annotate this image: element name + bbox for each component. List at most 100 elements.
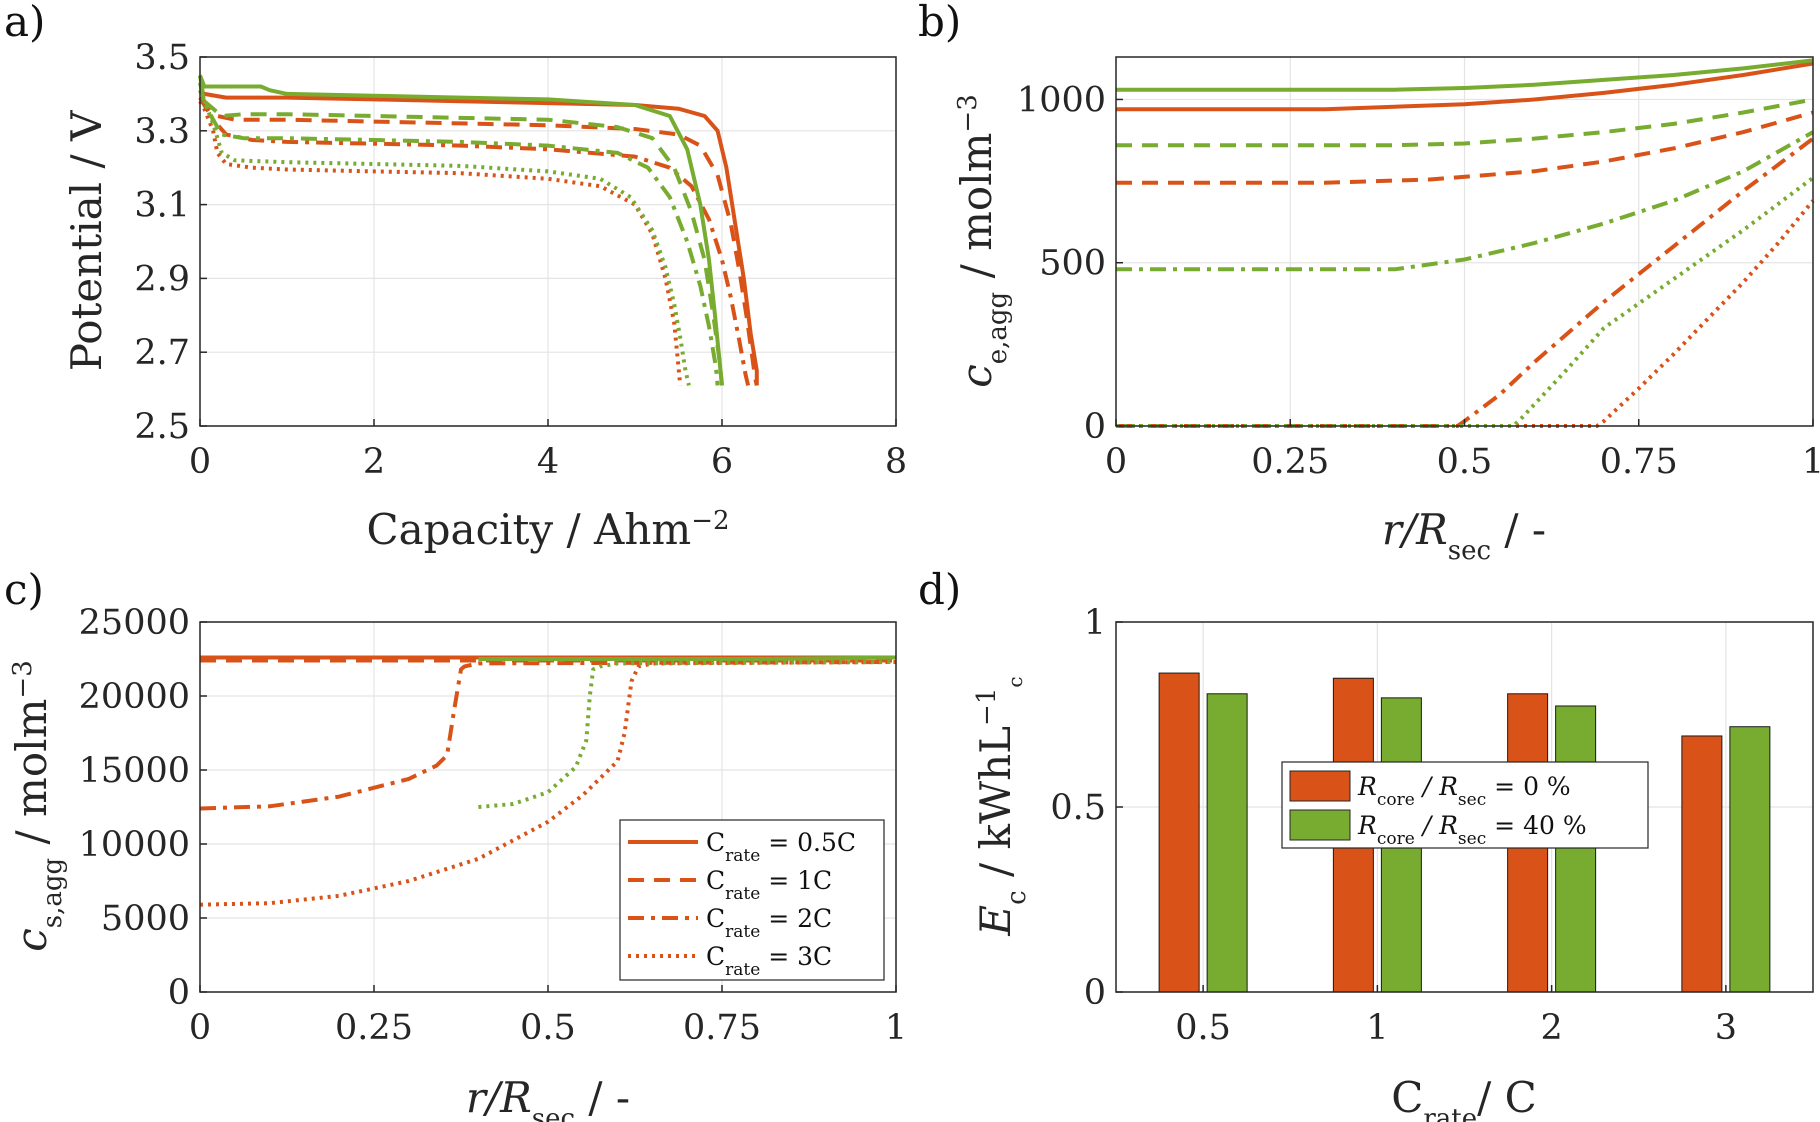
series-line-orange-dashed (1116, 110, 1814, 185)
series-line-orange-solid (1116, 61, 1814, 112)
y-tick-label: 0 (1084, 407, 1106, 447)
series-line-green-solid (1116, 58, 1814, 92)
series-line-orange-solid (198, 88, 759, 386)
bar-green-3 (1729, 726, 1771, 993)
y-tick-label: 25000 (79, 603, 190, 643)
y-tick-label: 3.1 (134, 186, 190, 226)
y-tick-label: 0 (168, 973, 190, 1013)
series-line-orange-dashdot (1116, 137, 1815, 428)
x-tick-label: 0.5 (1175, 1008, 1231, 1048)
legend-label-2c: Crate = 2C (706, 904, 832, 942)
series-line-green-dashdot (1116, 130, 1814, 272)
legend-label-core-40: Rcore / Rsec = 40 % (1357, 811, 1587, 849)
y-tick-label: 15000 (79, 751, 190, 791)
x-tick-label: 0 (189, 442, 211, 482)
y-tick-label: 3.5 (134, 38, 190, 78)
series-line-orange-dotted (198, 100, 683, 386)
panel-a-y-ticks: 2.5 2.7 2.9 3.1 3.3 3.5 (134, 38, 207, 447)
panel-d-y-ticks: 00.51 (1050, 603, 1123, 1013)
panel-d-legend: Rcore / Rsec = 0 % Rcore / Rsec = 40 % (1281, 761, 1649, 849)
series-line-green-dotted (198, 89, 691, 386)
x-tick-label: 2 (1540, 1008, 1562, 1048)
panel-c-y-ticks: 0 5000 10000 15000 20000 25000 (79, 603, 207, 1013)
legend-label-1c: Crate = 1C (706, 866, 832, 904)
panel-c: c) 0 0.25 0.5 0.75 1 0 5000 10000 15000 20000 250… (4, 565, 907, 1122)
panel-b-y-ticks: 0 500 1000 (1017, 80, 1123, 447)
panel-c-lines (199, 655, 897, 907)
panel-d-x-axis-label: Crate/ C (1391, 1073, 1537, 1122)
series-line-orange-dotted (1116, 199, 1815, 428)
x-tick-label: 0 (1105, 442, 1127, 482)
y-tick-label: 0.5 (1050, 788, 1106, 828)
panel-a-x-ticks: 0 2 4 6 8 (189, 419, 907, 482)
legend-label-3c: Crate = 3C (706, 942, 832, 980)
legend-swatch-green (1289, 809, 1351, 841)
x-tick-label: 0 (189, 1008, 211, 1048)
series-line-green-dashed (1116, 97, 1814, 148)
x-tick-label: 4 (537, 442, 559, 482)
y-tick-label: 2.5 (134, 407, 190, 447)
panel-b: b) 0 0.25 0.5 0.75 1 0 500 1000 r/Rsec / - ce,… (918, 0, 1820, 566)
panel-d: d) 0.5 1 2 3 00.51 Crate/ C Ec / kWhL−1c Rc… (918, 565, 1814, 1122)
series-line-green-solid (478, 655, 897, 661)
panel-a-grid (199, 56, 897, 427)
legend-label-0-5c: Crate = 0.5C (706, 828, 856, 866)
series-line-orange-dashdot (198, 96, 751, 386)
panel-c-legend: Crate = 0.5C Crate = 1C Crate = 2C Crate… (619, 819, 885, 981)
panel-a-label: a) (4, 0, 45, 46)
y-tick-label: 2.7 (134, 333, 190, 373)
series-line-green-dotted (1116, 176, 1815, 428)
x-tick-label: 0.5 (520, 1008, 576, 1048)
x-tick-label: 6 (711, 442, 733, 482)
bar-green-2 (1555, 705, 1597, 993)
y-tick-label: 500 (1039, 244, 1106, 284)
x-tick-label: 0.75 (683, 1008, 761, 1048)
panel-a-lines (198, 74, 759, 386)
panel-d-y-axis-label: Ec / kWhL−1c (971, 676, 1032, 936)
panel-c-x-axis-label: r/Rsec / - (466, 1073, 630, 1122)
x-tick-label: 0.25 (1251, 442, 1329, 482)
series-line-green-dashdot (198, 82, 720, 386)
panel-c-legend-box (619, 819, 885, 981)
x-tick-label: 0.25 (335, 1008, 413, 1048)
bar-green-0.5 (1206, 693, 1248, 993)
x-tick-label: 0.75 (1600, 442, 1678, 482)
y-tick-label: 10000 (79, 825, 190, 865)
panel-a-x-axis-label: Capacity / Ahm−2 (366, 505, 729, 554)
panel-b-x-axis-label: r/Rsec / - (1382, 505, 1546, 566)
x-tick-label: 1 (885, 1008, 907, 1048)
series-line-green-dashed (198, 75, 724, 386)
panel-a-y-axis-label: Potential / V (62, 110, 111, 371)
panel-a: a) 0 2 4 6 8 2.5 2.7 2.9 3.1 3.3 3.5 Capacity / A… (4, 0, 907, 554)
y-tick-label: 0 (1084, 973, 1106, 1013)
panel-c-label: c) (4, 565, 44, 614)
panel-d-x-ticks: 0.5 1 2 3 (1175, 985, 1737, 1048)
panel-b-y-axis-label: ce,agg / molm−3 (952, 94, 1013, 388)
panel-b-lines (1116, 58, 1815, 428)
y-tick-label: 2.9 (134, 259, 190, 299)
y-tick-label: 1000 (1017, 80, 1106, 120)
panel-c-x-ticks: 0 0.25 0.5 0.75 1 (189, 985, 907, 1048)
series-line-green-solid (198, 74, 724, 386)
y-tick-label: 20000 (79, 677, 190, 717)
panel-b-label: b) (918, 0, 961, 46)
series-line-orange-dashed (198, 96, 759, 386)
legend-label-core-0: Rcore / Rsec = 0 % (1357, 772, 1571, 810)
bar-orange-0.5 (1158, 672, 1200, 993)
y-tick-label: 1 (1084, 603, 1106, 643)
panel-d-label: d) (918, 565, 961, 614)
series-line-green-dotted (478, 660, 897, 809)
panel-b-x-ticks: 0 0.25 0.5 0.75 1 (1105, 419, 1820, 482)
y-tick-label: 5000 (101, 899, 190, 939)
legend-swatch-orange (1289, 770, 1351, 802)
x-tick-label: 1 (1366, 1008, 1388, 1048)
y-tick-label: 3.3 (134, 112, 190, 152)
series-line-orange-dotted (199, 660, 897, 907)
x-tick-label: 2 (363, 442, 385, 482)
panel-c-y-axis-label: cs,agg / molm−3 (7, 660, 68, 952)
x-tick-label: 1 (1802, 442, 1820, 482)
series-line-orange-dashdot (199, 660, 897, 811)
x-tick-label: 0.5 (1437, 442, 1493, 482)
bar-orange-3 (1681, 735, 1723, 993)
